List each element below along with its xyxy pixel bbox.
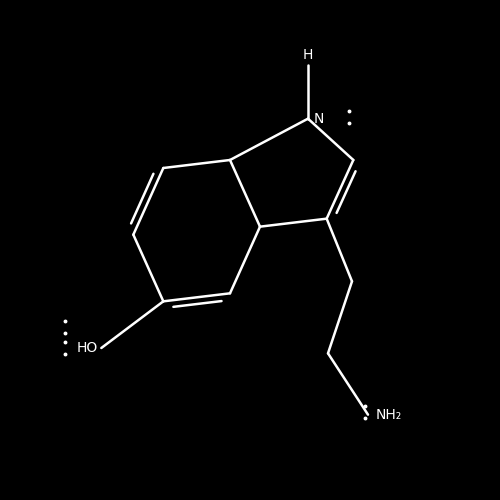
Text: HO: HO [77,341,98,355]
Text: NH₂: NH₂ [376,408,402,422]
Text: N: N [314,112,324,126]
Text: H: H [303,48,313,62]
